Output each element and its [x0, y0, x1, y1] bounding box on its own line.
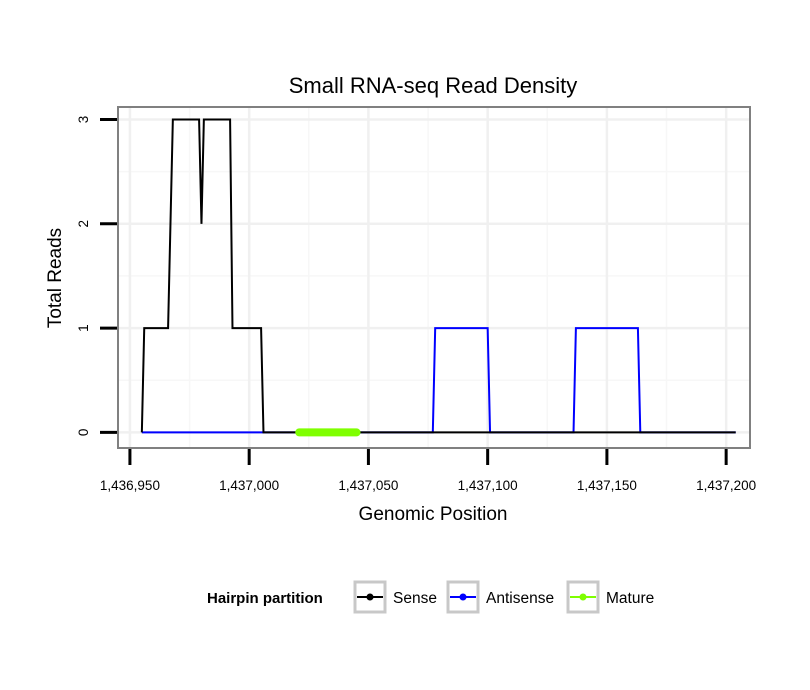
legend-label-antisense: Antisense — [486, 590, 554, 607]
x-tick-label: 1,437,150 — [577, 478, 637, 493]
legend-entry-mature: Mature — [566, 580, 654, 614]
legend-title: Hairpin partition — [207, 590, 323, 607]
series-line-sense — [140, 118, 736, 434]
x-tick-label: 1,436,950 — [100, 478, 160, 493]
y-tick-label: 1 — [76, 324, 91, 332]
legend-key-point — [366, 593, 374, 601]
series-lines — [140, 118, 736, 437]
y-axis: 0 1 2 3 — [76, 116, 117, 436]
legend-label-sense: Sense — [393, 590, 437, 607]
legend-key-point — [459, 593, 467, 601]
panel-border — [117, 106, 751, 449]
y-axis-title: Total Reads — [45, 228, 66, 328]
minor-gridlines — [118, 107, 750, 448]
legend: Hairpin partition Sense Antisense Mature — [207, 580, 654, 614]
y-tick-label: 0 — [76, 429, 91, 437]
legend-label-mature: Mature — [606, 590, 654, 607]
chart-title: Small RNA-seq Read Density — [289, 73, 578, 98]
legend-key-point — [579, 593, 587, 601]
y-tick-label: 2 — [76, 220, 91, 228]
x-axis-title: Genomic Position — [359, 504, 508, 525]
legend-entry-sense: Sense — [353, 580, 437, 614]
y-tick-label: 3 — [76, 116, 91, 124]
x-tick-label: 1,437,000 — [219, 478, 279, 493]
x-axis: 1,436,950 1,437,000 1,437,050 1,437,100 1,43… — [100, 449, 756, 493]
x-tick-label: 1,437,100 — [458, 478, 518, 493]
x-tick-label: 1,437,200 — [696, 478, 756, 493]
x-tick-label: 1,437,050 — [338, 478, 398, 493]
legend-entry-antisense: Antisense — [446, 580, 554, 614]
